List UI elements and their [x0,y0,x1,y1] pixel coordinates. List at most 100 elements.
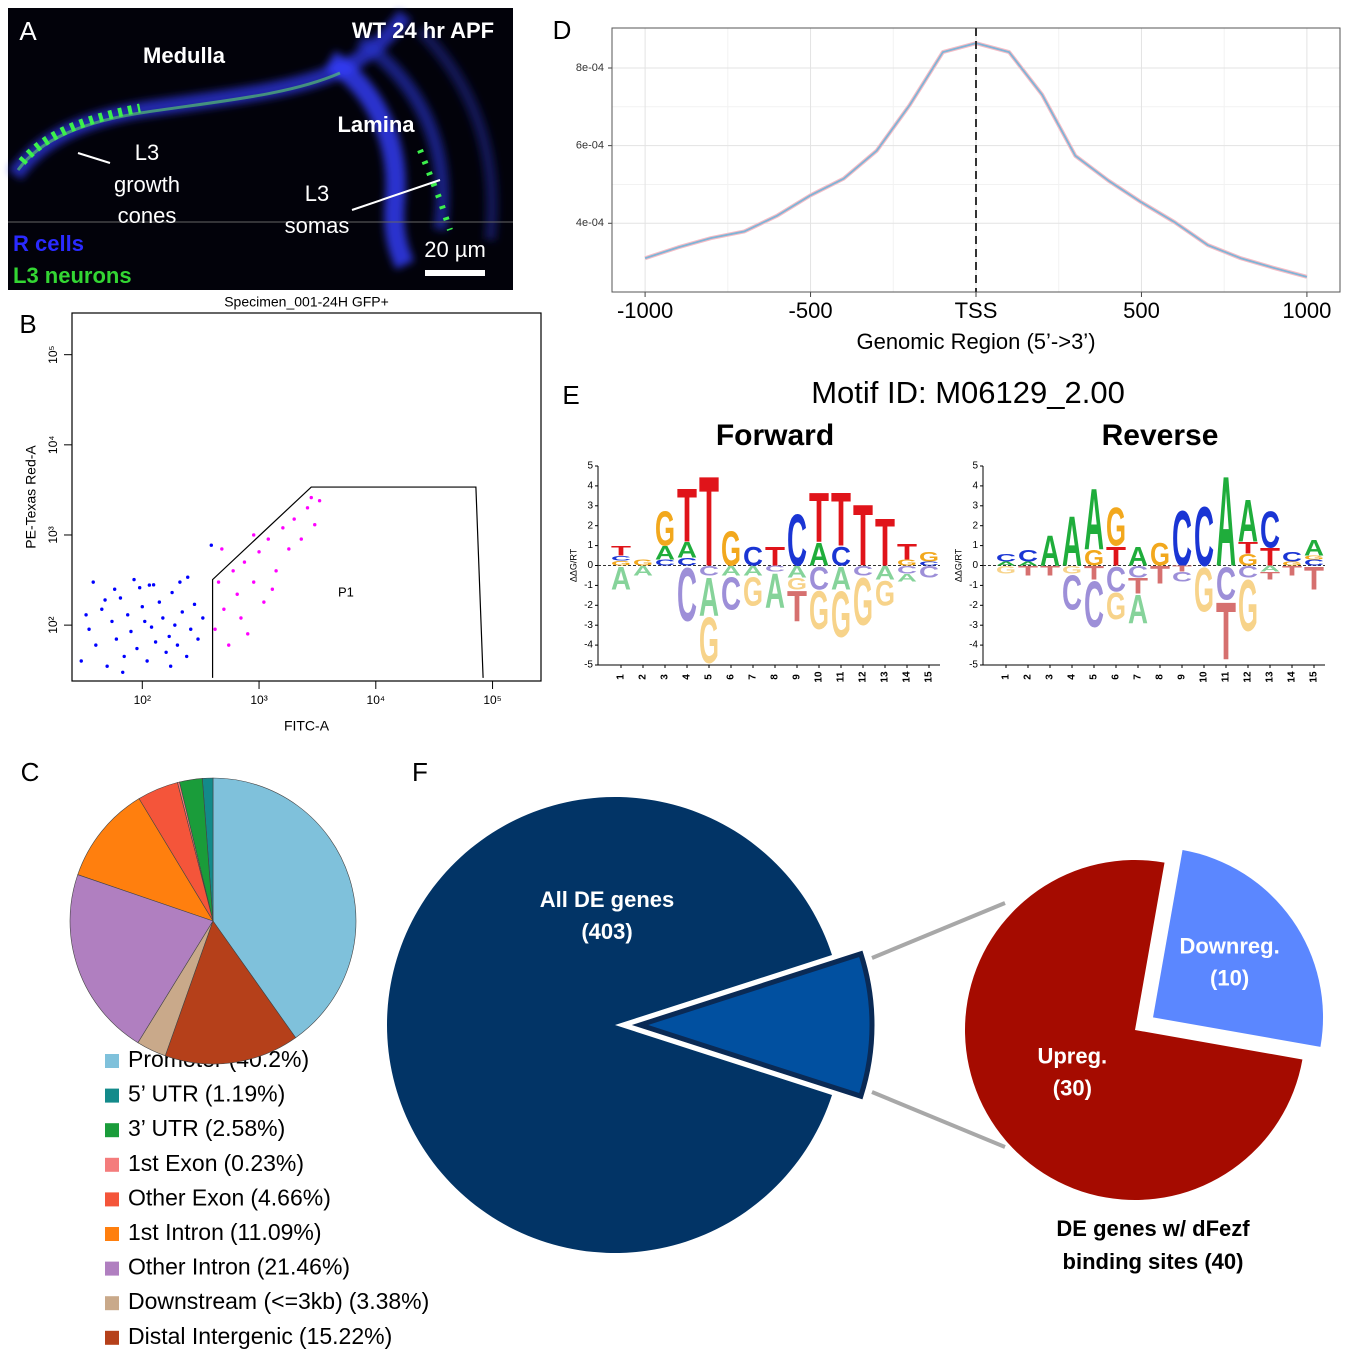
pie-title: DE genes w/ dFezf [1056,1216,1250,1241]
logo-letter: T [1040,564,1061,579]
y-tick-label: -2 [969,600,978,611]
logo-letter: G [1106,496,1126,557]
x-tick-label: 13 [880,671,891,683]
point [178,580,182,584]
point [140,605,144,609]
x-tick-label: 12 [858,671,869,683]
point [79,659,83,663]
logo-letter: A [743,564,763,579]
logo-letter: A [809,535,829,572]
logo-letter: C [996,552,1017,564]
logo-letter: A [996,561,1017,567]
pie-slice [387,797,833,1254]
point [287,547,291,551]
logo-letter: G [919,550,939,565]
panel-label: B [19,309,36,339]
x-tick-label: TSS [955,298,998,323]
y-tick-label: -3 [584,620,593,631]
x-tick-label: 4 [1067,674,1078,680]
y-tick-label: -5 [584,660,593,671]
x-tick-label: 10 [814,671,825,683]
logo-letter: C [1018,546,1038,565]
channel-label: L3 neurons [13,263,132,288]
logo-letter: T [787,583,807,632]
logo-letter: T [1018,564,1039,579]
logo-letter: T [1304,559,1325,596]
pie-label: Upreg. [1037,1044,1107,1069]
legend-value: (3.38%) [349,1288,430,1314]
image-signal [18,103,141,165]
logo-letter: C [1128,562,1148,581]
legend-category: Other Exon [128,1184,244,1210]
chart-title: Forward [716,419,834,452]
y-tick-label: 4e-04 [576,217,604,229]
legend-category: Downstream (<=3kb) [128,1288,343,1314]
logo-letter: C [721,568,741,620]
y-tick-label: -4 [584,640,593,651]
logo-letter: T [677,472,697,558]
y-tick-label: 0 [972,560,978,571]
point [186,575,190,579]
logo-letter: A [677,539,697,563]
logo-letter: G [875,575,895,614]
point [91,580,95,584]
y-tick-label: 1 [587,540,593,551]
point [157,600,162,604]
point [167,634,171,639]
logo-letter: T [1172,565,1193,574]
logo-letter: C [677,556,698,568]
x-tick-label: 5 [1089,674,1100,680]
logo-letter: A [699,566,719,627]
annotation: growth [114,172,180,197]
point [161,616,165,620]
logo-letter: T [897,541,917,565]
point [164,650,168,654]
pie-slice [164,920,297,1065]
legend-category: 1st Intron [128,1219,224,1245]
point [103,598,107,602]
logo-letter: C [919,562,939,581]
logo-letter: C [1172,569,1192,584]
x-tick-label: 4 [682,674,693,680]
logo-letter: T [875,504,895,580]
logo-letter: C [1172,496,1192,584]
y-tick-label: 5 [972,461,978,472]
point [189,627,193,631]
legend-swatch [105,1157,119,1172]
legend-label: Other Exon (4.66%) [128,1184,331,1210]
point [184,654,189,659]
scale-bar-label: 20 µm [424,237,486,262]
logo-letter: C [677,551,697,637]
x-tick-label: 3 [1045,674,1056,680]
logo-letter: T [765,542,786,573]
point [180,610,184,614]
point [173,623,177,627]
y-tick-label: -1 [969,580,978,591]
point [235,592,239,596]
x-tick-label: 6 [726,674,737,680]
condition: WT 24 hr APF [352,18,494,43]
x-tick-label: 15 [1309,671,1320,683]
panel-label: F [412,757,428,787]
x-tick-label: -500 [789,298,833,323]
point [305,506,310,510]
point [274,569,278,573]
logo-letter: G [1238,566,1258,648]
logo-letter: C [1062,565,1082,620]
pie-slice [69,874,214,1044]
logo-letter: G [831,579,851,652]
y-tick-label: -5 [969,660,978,671]
point [143,619,147,624]
point [110,619,114,624]
logo-letter: G [809,580,829,641]
chart-title: Specimen_001-24H GFP+ [224,294,389,310]
y-tick-label: 3 [972,500,978,511]
point [87,627,91,631]
logo-letter: T [1106,542,1127,573]
logo-letter: A [897,572,918,584]
point [84,613,88,617]
x-tick-label: 5 [704,674,715,680]
chart-title: Reverse [1102,419,1219,452]
x-axis-label: FITC-A [284,718,330,734]
region-label: Medulla [143,43,226,68]
